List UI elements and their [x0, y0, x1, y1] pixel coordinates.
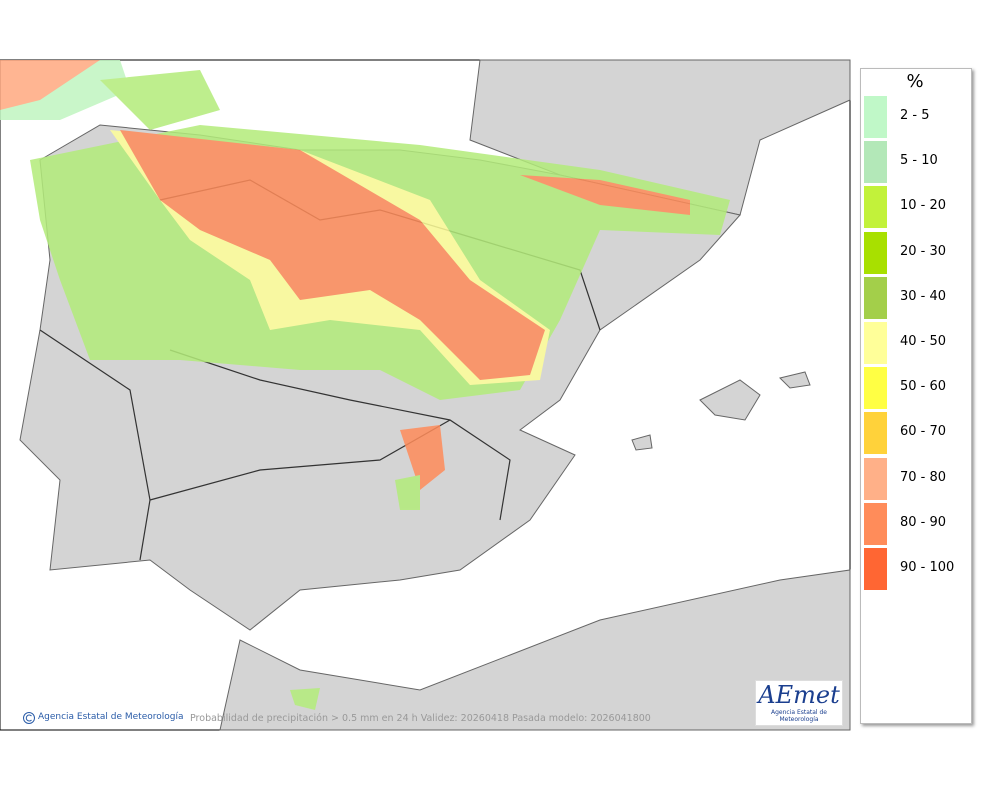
legend-swatch	[864, 231, 887, 274]
precipitation	[0, 60, 730, 710]
legend-label: 80 - 90	[900, 514, 947, 530]
legend-swatch	[864, 457, 887, 500]
legend-item: 80 - 90	[864, 502, 968, 545]
legend-swatch	[864, 322, 887, 364]
legend-label: 5 - 10	[900, 153, 938, 169]
legend-swatch	[864, 96, 887, 138]
copyright: Agencia Estatal de Meteorología	[38, 712, 184, 722]
legend-swatch	[864, 141, 887, 184]
legend-item: 30 - 40	[864, 276, 968, 319]
copyright-icon	[23, 712, 35, 724]
legend-label: 70 - 80	[900, 469, 947, 485]
legend-label: 60 - 70	[900, 424, 947, 440]
legend-swatch	[864, 186, 887, 229]
legend-item: 20 - 30	[864, 231, 968, 274]
legend-swatch	[864, 548, 887, 590]
legend: % 2 - 5 5 - 10 10 - 20 20 - 30 30 - 40 40 - 5…	[860, 68, 972, 724]
legend-swatch	[864, 502, 887, 545]
legend-item: 10 - 20	[864, 186, 968, 229]
logo-name: AEmet	[758, 681, 840, 709]
legend-item: 70 - 80	[864, 457, 968, 500]
legend-label: 50 - 60	[900, 379, 947, 395]
legend-item: 40 - 50	[864, 322, 968, 364]
legend-label: 90 - 100	[900, 560, 955, 575]
legend-item: 5 - 10	[864, 141, 968, 184]
legend-item: 60 - 70	[864, 412, 968, 455]
legend-swatch	[864, 276, 887, 319]
legend-item: 2 - 5	[864, 96, 968, 138]
legend-label: 40 - 50	[900, 334, 947, 349]
legend-label: 2 - 5	[900, 108, 930, 123]
map	[0, 59, 851, 731]
legend-item: 90 - 100	[864, 548, 968, 590]
legend-title: %	[906, 71, 924, 92]
legend-item: 50 - 60	[864, 367, 968, 410]
legend-swatch	[864, 367, 887, 410]
legend-label: 30 - 40	[900, 288, 947, 304]
logo: AEmet Agencia Estatal de Meteorología	[755, 680, 843, 726]
legend-swatch	[864, 412, 887, 455]
legend-label: 10 - 20	[900, 198, 947, 214]
legend-label: 20 - 30	[900, 243, 947, 259]
logo-subtitle: Agencia Estatal de Meteorología	[770, 709, 827, 723]
caption: Probabilidad de precipitación > 0.5 mm e…	[190, 713, 651, 724]
